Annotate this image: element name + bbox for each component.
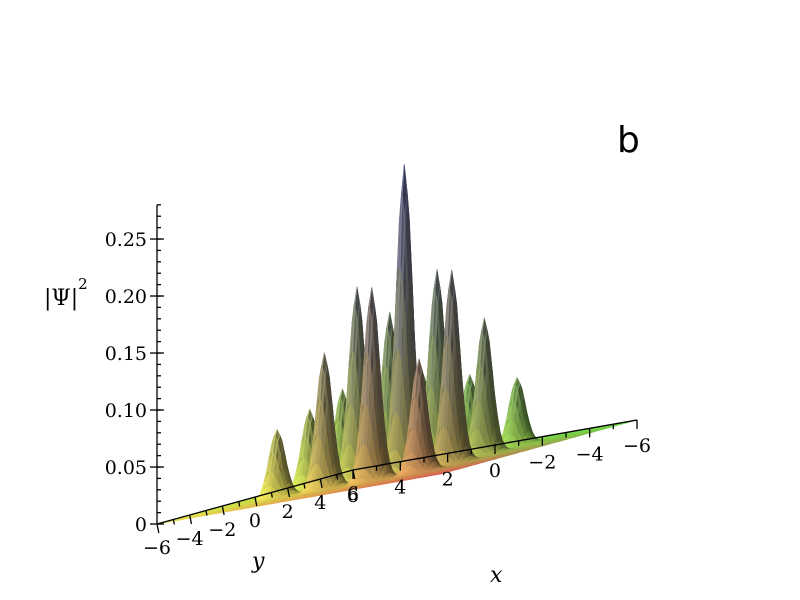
y-axis-tick [238,501,241,507]
axes: 00.050.100.150.200.25−6 −4 −2 0 2 4 66 4 2 0 −2 −4−… [105,204,651,559]
y-tick-label: −4 [176,528,204,550]
z-tick-label: 0 [135,514,147,536]
y-axis-tick [189,514,193,525]
x-tick-label: 6 [347,485,359,507]
x-tick-label: −4 [576,443,604,465]
z-axis-label-exponent: 2 [78,275,88,293]
y-axis-tick [287,487,291,498]
y-axis-tick [270,492,273,498]
y-axis-tick [335,474,339,480]
z-tick-label: 0.15 [105,343,147,365]
y-axis-tick [303,483,306,489]
y-tick-label: 6 [347,483,359,505]
y-axis-tick [172,519,175,525]
x-tick-label: 0 [489,460,501,482]
z-axis-label: |Ψ|2 [44,275,88,311]
x-tick-label: 2 [442,468,454,490]
surface-plot [156,164,638,525]
x-tick-label: −6 [623,435,651,457]
y-axis-tick [205,510,208,516]
y-tick-label: −6 [143,537,171,559]
y-tick-label: 0 [249,510,261,532]
y-axis-tick [319,478,323,489]
y-tick-label: 2 [282,501,294,523]
x-tick-label: 4 [394,477,406,499]
y-tick-label: 4 [314,492,326,514]
y-axis-label: y [251,549,265,574]
z-tick-label: 0.10 [105,400,147,422]
z-tick-label: 0.20 [105,286,147,308]
z-tick-label: 0.25 [105,229,147,251]
z-axis-label-base: |Ψ| [44,286,78,311]
x-axis-label: x [490,563,503,588]
x-tick-label: −2 [528,452,556,474]
y-axis-tick [254,496,258,507]
y-axis-tick [156,523,160,534]
y-axis-tick [221,505,225,516]
y-tick-label: −2 [208,519,236,541]
panel-label: b [617,120,640,161]
z-tick-label: 0.05 [105,457,147,479]
